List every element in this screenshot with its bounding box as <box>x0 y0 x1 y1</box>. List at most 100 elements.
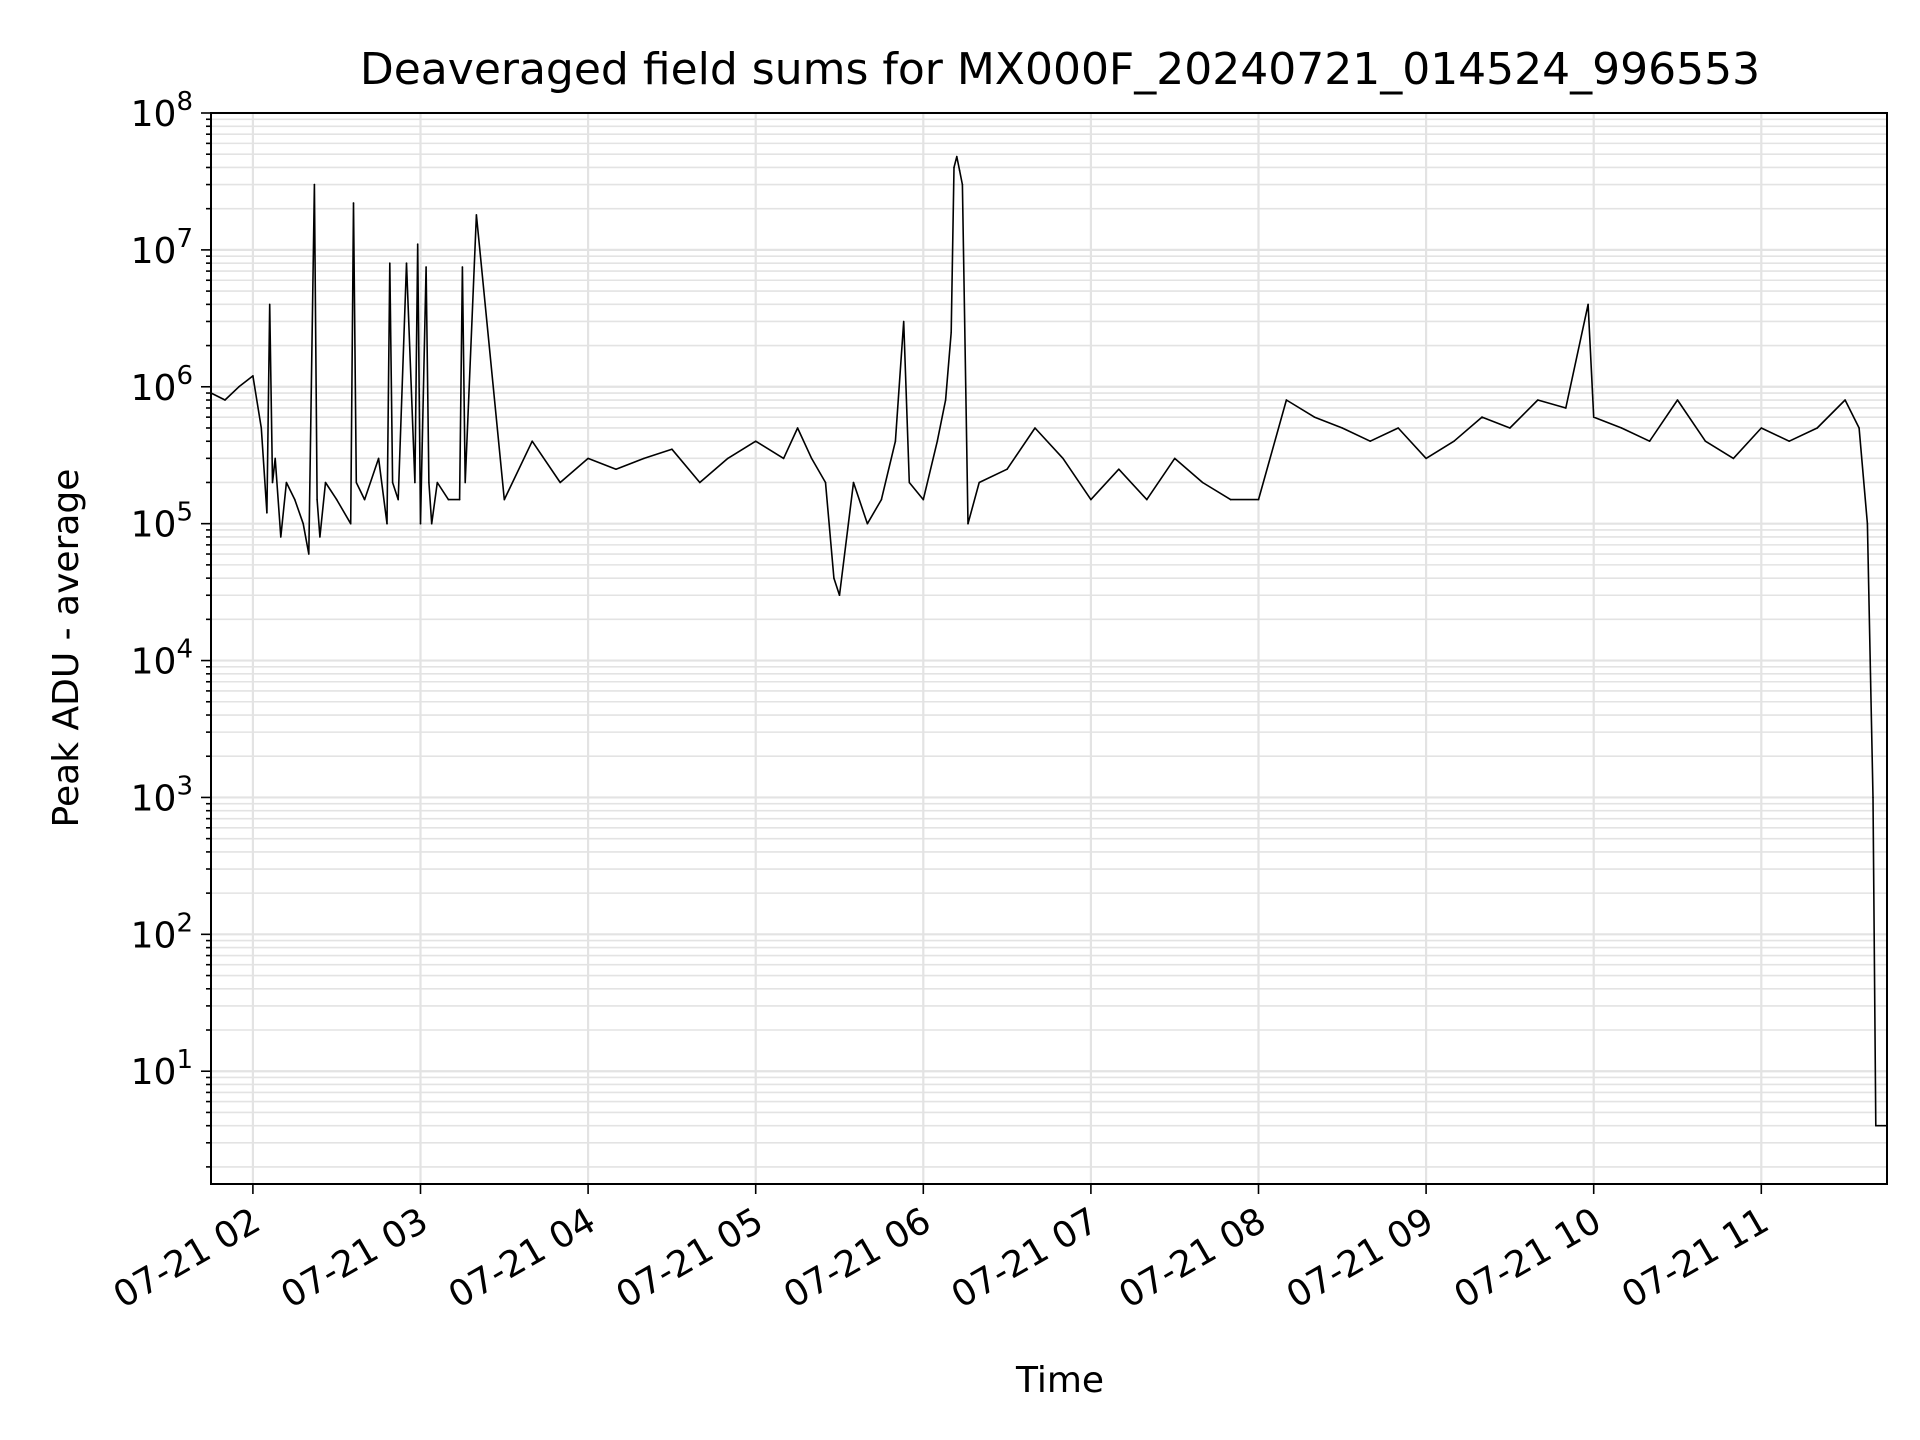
data-point <box>615 468 617 471</box>
data-point <box>1341 427 1344 429</box>
data-point <box>1858 427 1860 429</box>
data-point <box>1090 498 1092 501</box>
data-point <box>308 553 310 555</box>
data-point <box>447 498 450 501</box>
data-point <box>458 498 461 501</box>
y-tick-label: 107 <box>131 224 193 272</box>
data-point <box>397 498 400 501</box>
data-point <box>252 375 254 377</box>
data-point <box>1872 796 1874 799</box>
data-point <box>643 457 645 460</box>
data-point <box>936 440 939 443</box>
data-point <box>1816 427 1818 429</box>
data-point <box>419 522 422 525</box>
data-point <box>386 522 388 525</box>
data-point <box>1704 440 1707 443</box>
data-point <box>335 498 338 501</box>
data-point <box>866 522 869 525</box>
data-point <box>425 266 427 268</box>
data-point <box>978 481 980 484</box>
data-point <box>559 481 561 484</box>
data-point <box>1760 427 1763 429</box>
data-point <box>1537 399 1539 401</box>
data-point <box>266 512 268 514</box>
data-point <box>754 440 757 443</box>
data-point <box>1844 399 1846 401</box>
data-point <box>428 481 430 484</box>
data-point <box>1118 468 1120 471</box>
data-point <box>405 262 408 265</box>
data-point <box>475 214 478 216</box>
x-axis-label: Time <box>1015 1360 1104 1401</box>
grid <box>211 111 1887 1184</box>
data-point <box>224 399 226 401</box>
data-point <box>838 594 841 596</box>
data-point <box>587 457 589 460</box>
data-point <box>1788 440 1790 443</box>
data-point <box>461 266 464 268</box>
data-point <box>531 440 533 443</box>
data-point <box>1425 457 1427 460</box>
data-point <box>1592 416 1595 418</box>
data-layer <box>210 155 1888 1127</box>
data-point <box>1369 440 1371 443</box>
data-point <box>285 481 288 484</box>
data-point <box>416 243 419 245</box>
data-point <box>958 169 961 172</box>
data-point <box>908 481 911 484</box>
data-point <box>699 481 701 484</box>
data-point <box>922 498 925 501</box>
y-tick-label: 105 <box>131 498 193 546</box>
data-point <box>503 498 506 501</box>
data-point <box>1866 522 1869 525</box>
data-point <box>1880 1124 1883 1127</box>
data-point <box>294 498 296 501</box>
data-point <box>1676 399 1679 401</box>
data-point <box>1229 498 1232 501</box>
data-point <box>274 457 277 460</box>
y-tick-label: 103 <box>131 771 193 819</box>
data-point <box>782 457 785 460</box>
plot-frame <box>210 112 1888 1185</box>
data-point <box>1397 427 1399 429</box>
data-point <box>377 457 380 460</box>
data-point <box>238 386 240 388</box>
data-point <box>352 202 355 204</box>
data-point <box>430 522 433 525</box>
data-point <box>313 183 316 186</box>
data-point <box>1146 498 1148 501</box>
data-point <box>268 303 271 306</box>
data-point <box>302 522 305 525</box>
data-point <box>953 166 955 169</box>
data-point <box>671 448 673 451</box>
data-point <box>1201 481 1204 484</box>
y-tick-label: 101 <box>131 1045 193 1093</box>
data-point <box>824 481 827 484</box>
data-point <box>956 155 958 158</box>
y-tick-label: 108 <box>131 87 193 135</box>
data-point <box>1565 407 1567 409</box>
data-point <box>1062 457 1064 460</box>
data-point <box>324 481 327 484</box>
data-point <box>316 498 318 501</box>
data-point <box>1587 303 1589 306</box>
data-point <box>1620 427 1623 429</box>
data-point <box>1285 399 1288 401</box>
data-point <box>727 457 729 460</box>
data-point <box>1509 427 1511 429</box>
data-point <box>1875 1124 1877 1127</box>
data-point <box>894 440 897 443</box>
data-point <box>810 457 813 460</box>
data-point <box>319 536 321 538</box>
data-point <box>1453 440 1455 443</box>
data-point <box>1883 1124 1885 1127</box>
data-point <box>967 522 969 525</box>
y-tick-label: 104 <box>131 635 193 683</box>
data-point <box>833 577 835 579</box>
data-point <box>349 522 352 525</box>
data-point <box>1173 457 1176 460</box>
data-point <box>1648 440 1651 443</box>
data-point <box>944 399 947 401</box>
